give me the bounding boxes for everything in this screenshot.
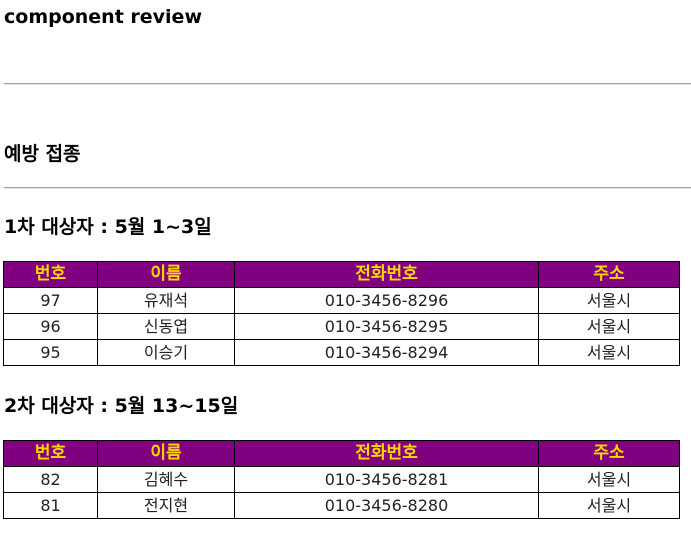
cell-number: 95 <box>3 339 98 366</box>
group-title-second: 2차 대상자 : 5월 13~15일 <box>4 395 239 417</box>
table-header-row: 번호 이름 전화번호 주소 <box>3 261 680 288</box>
cell-address: 서울시 <box>538 313 680 340</box>
cell-address: 서울시 <box>538 492 680 519</box>
cell-number: 81 <box>3 492 98 519</box>
cell-name: 유재석 <box>97 287 235 314</box>
table-row: 82 김혜수 010-3456-8281 서울시 <box>3 466 680 493</box>
column-header-number: 번호 <box>3 440 98 467</box>
section-title: 예방 접종 <box>4 143 81 165</box>
vaccination-table-first: 번호 이름 전화번호 주소 97 유재석 010-3456-8296 서울시 9… <box>3 261 680 366</box>
cell-phone: 010-3456-8294 <box>234 339 539 366</box>
vaccination-table-second: 번호 이름 전화번호 주소 82 김혜수 010-3456-8281 서울시 8… <box>3 440 680 519</box>
cell-address: 서울시 <box>538 287 680 314</box>
cell-name: 김혜수 <box>97 466 235 493</box>
cell-number: 96 <box>3 313 98 340</box>
cell-name: 신동엽 <box>97 313 235 340</box>
cell-name: 이승기 <box>97 339 235 366</box>
column-header-name: 이름 <box>97 261 235 288</box>
table-row: 96 신동엽 010-3456-8295 서울시 <box>3 313 680 340</box>
group-title-first: 1차 대상자 : 5월 1~3일 <box>4 216 212 238</box>
table-header-row: 번호 이름 전화번호 주소 <box>3 440 680 467</box>
cell-phone: 010-3456-8295 <box>234 313 539 340</box>
column-header-phone: 전화번호 <box>234 440 539 467</box>
cell-address: 서울시 <box>538 466 680 493</box>
table-row: 81 전지현 010-3456-8280 서울시 <box>3 492 680 519</box>
cell-address: 서울시 <box>538 339 680 366</box>
column-header-address: 주소 <box>538 440 680 467</box>
column-header-number: 번호 <box>3 261 98 288</box>
cell-phone: 010-3456-8296 <box>234 287 539 314</box>
divider <box>4 187 691 189</box>
cell-name: 전지현 <box>97 492 235 519</box>
cell-phone: 010-3456-8281 <box>234 466 539 493</box>
divider <box>4 83 691 85</box>
table-row: 95 이승기 010-3456-8294 서울시 <box>3 339 680 366</box>
column-header-name: 이름 <box>97 440 235 467</box>
cell-phone: 010-3456-8280 <box>234 492 539 519</box>
cell-number: 82 <box>3 466 98 493</box>
table-row: 97 유재석 010-3456-8296 서울시 <box>3 287 680 314</box>
column-header-address: 주소 <box>538 261 680 288</box>
cell-number: 97 <box>3 287 98 314</box>
column-header-phone: 전화번호 <box>234 261 539 288</box>
page-title: component review <box>4 6 202 28</box>
